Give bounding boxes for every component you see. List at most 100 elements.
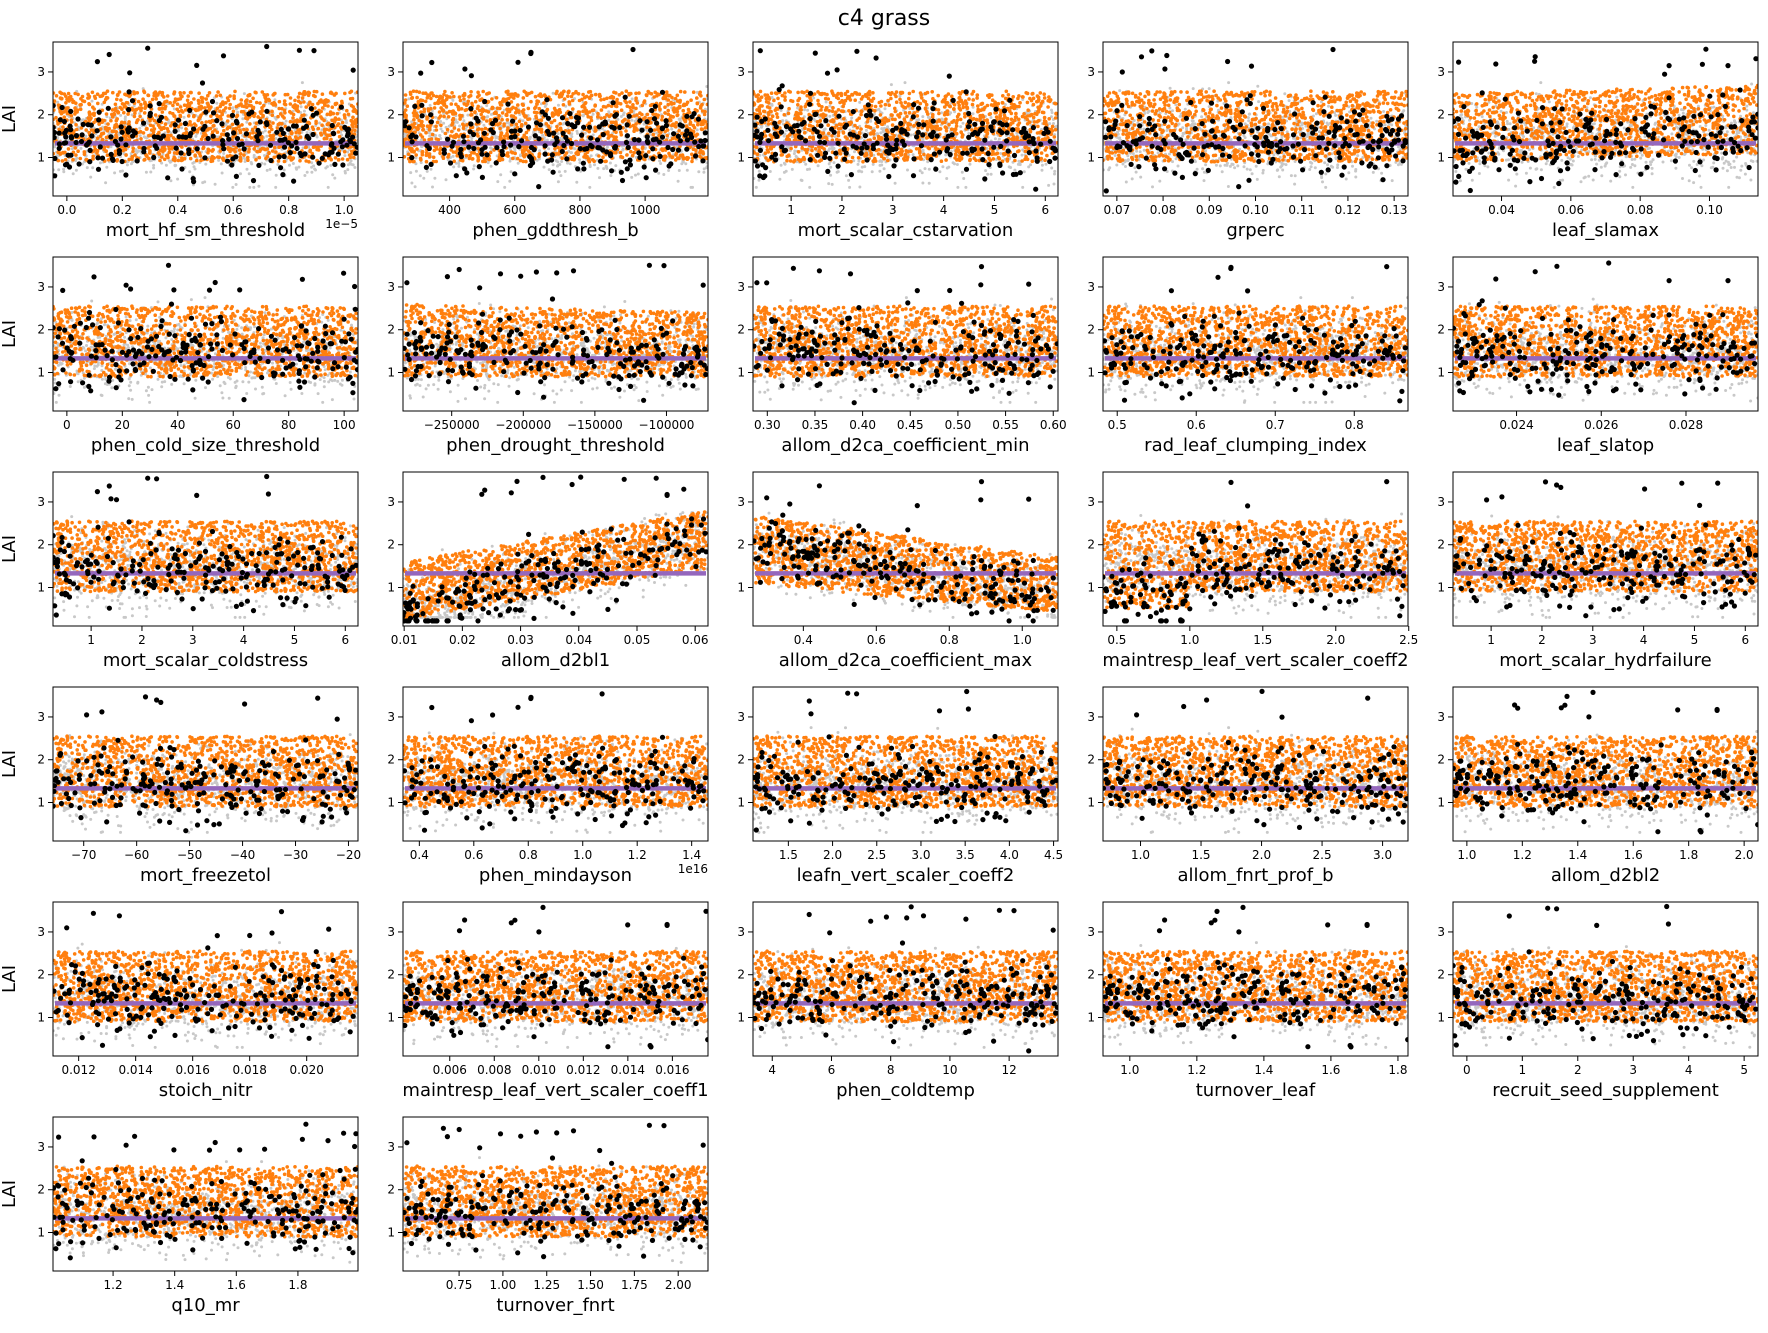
posterior-point — [141, 97, 145, 101]
observed-point — [195, 146, 200, 151]
observed-point — [575, 166, 580, 171]
posterior-point — [81, 95, 85, 99]
observed-point — [179, 166, 184, 171]
posterior-point — [476, 155, 480, 159]
observed-point — [479, 152, 484, 157]
posterior-point — [235, 115, 239, 119]
observed-point — [85, 141, 90, 146]
posterior-point — [239, 159, 243, 163]
observed-point — [305, 134, 310, 139]
posterior-point — [487, 110, 491, 114]
posterior-point — [624, 129, 628, 133]
posterior-point — [496, 106, 500, 110]
observed-point — [543, 152, 548, 157]
observed-point — [587, 125, 592, 130]
posterior-point — [502, 122, 506, 126]
observed-point — [206, 136, 211, 141]
posterior-point — [311, 103, 315, 107]
observed-point — [339, 105, 344, 110]
posterior-point — [274, 150, 278, 154]
posterior-point — [470, 113, 474, 117]
observed-point — [106, 106, 111, 111]
posterior-point — [166, 156, 170, 160]
posterior-point — [139, 137, 143, 141]
observed-point — [67, 164, 72, 169]
posterior-point — [533, 111, 537, 115]
prior-point — [462, 119, 465, 122]
observed-point — [660, 125, 665, 130]
observed-point — [560, 149, 565, 154]
observed-point — [650, 146, 655, 151]
posterior-point — [576, 150, 580, 154]
observed-point — [479, 147, 484, 152]
posterior-point — [421, 91, 425, 95]
observed-point — [173, 122, 178, 127]
posterior-point — [681, 109, 685, 113]
observed-point — [340, 137, 345, 142]
posterior-point — [546, 108, 550, 112]
prior-point — [241, 117, 244, 120]
posterior-point — [611, 96, 615, 100]
posterior-point — [161, 150, 165, 154]
posterior-point — [513, 152, 517, 156]
posterior-point — [351, 97, 355, 101]
prior-point — [152, 164, 155, 167]
posterior-point — [430, 137, 434, 141]
prior-point — [306, 171, 309, 174]
observed-point — [581, 125, 586, 130]
prior-point — [414, 185, 417, 188]
posterior-point — [83, 100, 87, 104]
posterior-point — [452, 95, 456, 99]
observed-point — [508, 143, 513, 148]
observed-point — [264, 120, 269, 125]
observed-point — [255, 138, 260, 143]
posterior-point — [258, 101, 262, 105]
posterior-point — [340, 100, 344, 104]
prior-point — [303, 110, 306, 113]
prior-point — [264, 129, 267, 132]
posterior-point — [118, 106, 122, 110]
observed-point — [310, 132, 315, 137]
prior-point — [215, 102, 218, 105]
posterior-point — [61, 125, 65, 129]
posterior-point — [326, 113, 330, 117]
prior-point — [326, 165, 329, 168]
prior-point — [557, 104, 560, 107]
posterior-point — [288, 135, 292, 139]
posterior-point — [242, 110, 246, 114]
prior-point — [422, 177, 425, 180]
prior-point — [297, 166, 300, 169]
posterior-point — [301, 96, 305, 100]
posterior-point — [116, 93, 120, 97]
posterior-point — [173, 90, 177, 94]
observed-point — [501, 139, 506, 144]
prior-point — [303, 174, 306, 177]
posterior-point — [698, 91, 702, 95]
prior-point — [248, 172, 251, 175]
posterior-point — [535, 127, 539, 131]
posterior-point — [163, 158, 167, 162]
posterior-point — [465, 154, 469, 158]
posterior-point — [567, 91, 571, 95]
prior-point — [472, 168, 475, 171]
prior-point — [503, 186, 506, 189]
posterior-point — [462, 97, 466, 101]
posterior-point — [605, 113, 609, 117]
posterior-point — [491, 106, 495, 110]
posterior-point — [151, 98, 155, 102]
prior-point — [235, 183, 238, 186]
prior-point — [407, 97, 410, 100]
observed-point — [297, 48, 302, 53]
observed-point — [703, 130, 708, 135]
posterior-point — [315, 90, 319, 94]
y-tick-label: 3 — [387, 65, 395, 79]
observed-point — [97, 110, 102, 115]
observed-point — [256, 163, 261, 168]
posterior-point — [404, 98, 408, 102]
posterior-point — [226, 119, 230, 123]
posterior-point — [478, 109, 482, 113]
posterior-point — [292, 113, 296, 117]
posterior-point — [319, 110, 323, 114]
posterior-point — [684, 120, 688, 124]
posterior-point — [197, 99, 201, 103]
